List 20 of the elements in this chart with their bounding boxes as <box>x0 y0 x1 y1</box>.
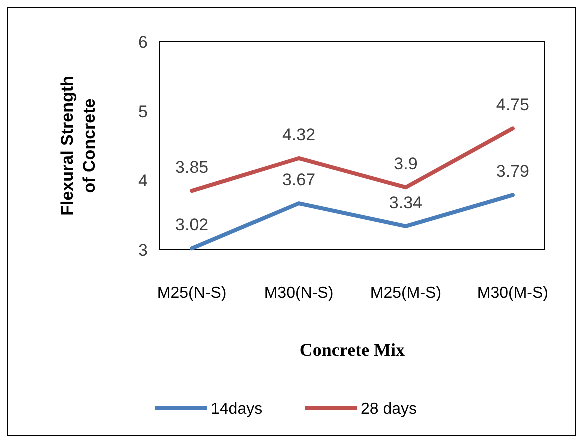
y-tick-label: 4 <box>138 172 148 191</box>
data-label: 4.32 <box>282 125 316 144</box>
x-axis-title: Concrete Mix <box>300 340 406 360</box>
legend-label: 28 days <box>361 401 418 418</box>
data-label: 3.9 <box>394 154 418 174</box>
x-tick-label: M25(N-S) <box>157 285 227 302</box>
data-label: 3.85 <box>176 158 209 178</box>
x-tick-label: M30(M-S) <box>477 285 548 302</box>
data-label: 3.67 <box>282 170 316 190</box>
data-label: 4.75 <box>496 96 530 115</box>
x-tick-label: M30(N-S) <box>264 285 334 302</box>
y-tick-label: 5 <box>138 102 148 122</box>
y-axis-title: Flexural Strength of Concrete <box>58 76 99 216</box>
data-label: 3.34 <box>389 193 423 212</box>
x-tick-label: M25(M-S) <box>370 285 442 302</box>
legend-label: 14days <box>211 401 263 418</box>
data-label: 3.79 <box>496 162 530 182</box>
y-tick-label: 3 <box>138 241 148 260</box>
data-label: 3.02 <box>176 216 209 235</box>
y-tick-label: 6 <box>138 33 148 52</box>
